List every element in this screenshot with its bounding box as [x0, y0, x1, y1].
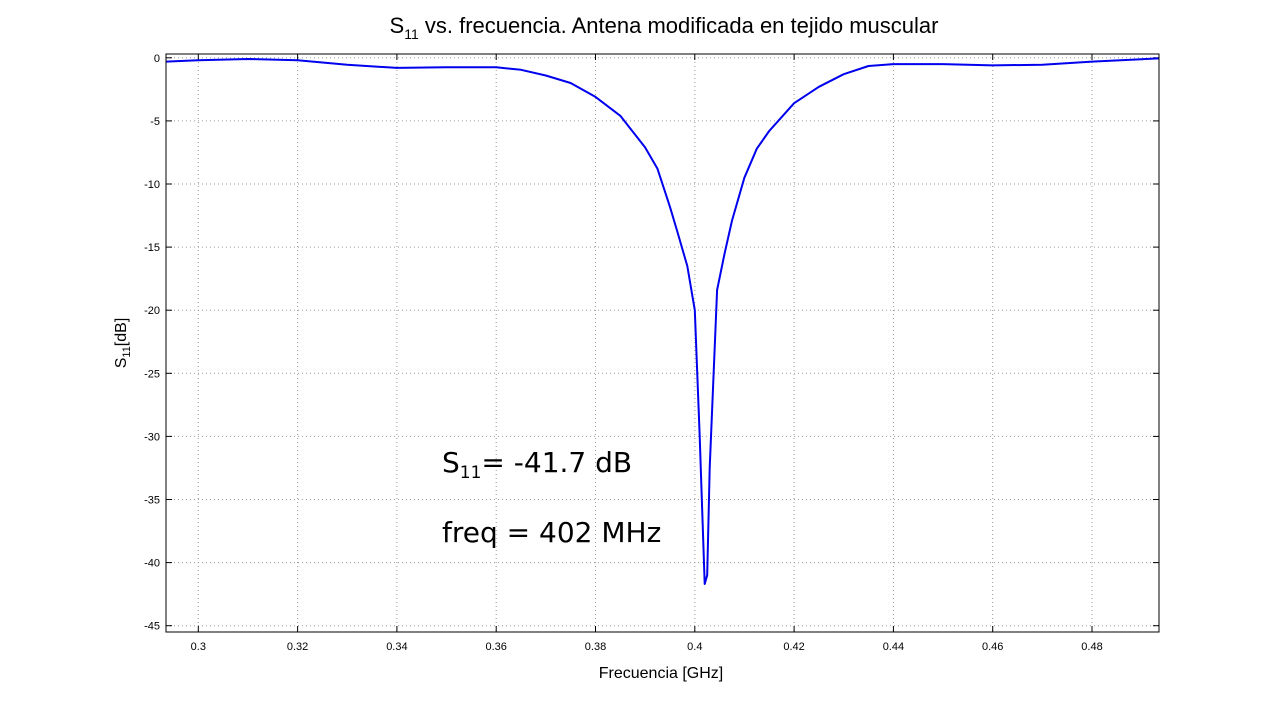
x-axis-label: Frecuencia [GHz]: [599, 665, 723, 682]
x-tick-label: 0.36: [485, 641, 506, 653]
y-axis-ticks: 0 -5 -10 -15 -20 -25 -30 -35 -40 -45: [144, 53, 1159, 633]
chart-title: S11 vs. frecuencia. Antena modificada en…: [390, 13, 939, 42]
x-tick-label: 0.46: [982, 641, 1003, 653]
x-tick-label: 0.34: [386, 641, 407, 653]
y-tick-label: -35: [144, 495, 160, 507]
x-tick-label: 0.48: [1081, 641, 1102, 653]
grid-lines: [166, 54, 1159, 632]
y-tick-label: -20: [144, 305, 160, 317]
plot-frame: [165, 53, 1160, 633]
y-tick-label: -25: [144, 368, 160, 380]
series-group: [165, 57, 1160, 585]
x-tick-label: 0.38: [585, 641, 606, 653]
x-tick-label: 0.42: [783, 641, 804, 653]
annotation-frequency: freq = 402 MHz: [442, 516, 661, 549]
y-tick-label: -45: [144, 621, 160, 633]
plot-background: [166, 54, 1159, 632]
y-tick-label: 0: [154, 53, 160, 65]
y-axis-label: S11[dB]: [113, 318, 133, 369]
x-tick-label: 0.4: [687, 641, 702, 653]
y-tick-label: -15: [144, 242, 160, 254]
y-tick-label: -10: [144, 179, 160, 191]
y-tick-label: -30: [144, 431, 160, 443]
s11-series-line: [165, 57, 1160, 585]
x-tick-label: 0.44: [883, 641, 904, 653]
annotation-s11-value: S11= -41.7 dB: [442, 446, 632, 483]
x-tick-label: 0.3: [191, 641, 206, 653]
x-tick-label: 0.32: [287, 641, 308, 653]
y-tick-label: -40: [144, 558, 160, 570]
x-axis-ticks: 0.3 0.32 0.34 0.36 0.38 0.4 0.42 0.44 0.46 0.48: [191, 54, 1103, 653]
y-tick-label: -5: [150, 116, 160, 128]
